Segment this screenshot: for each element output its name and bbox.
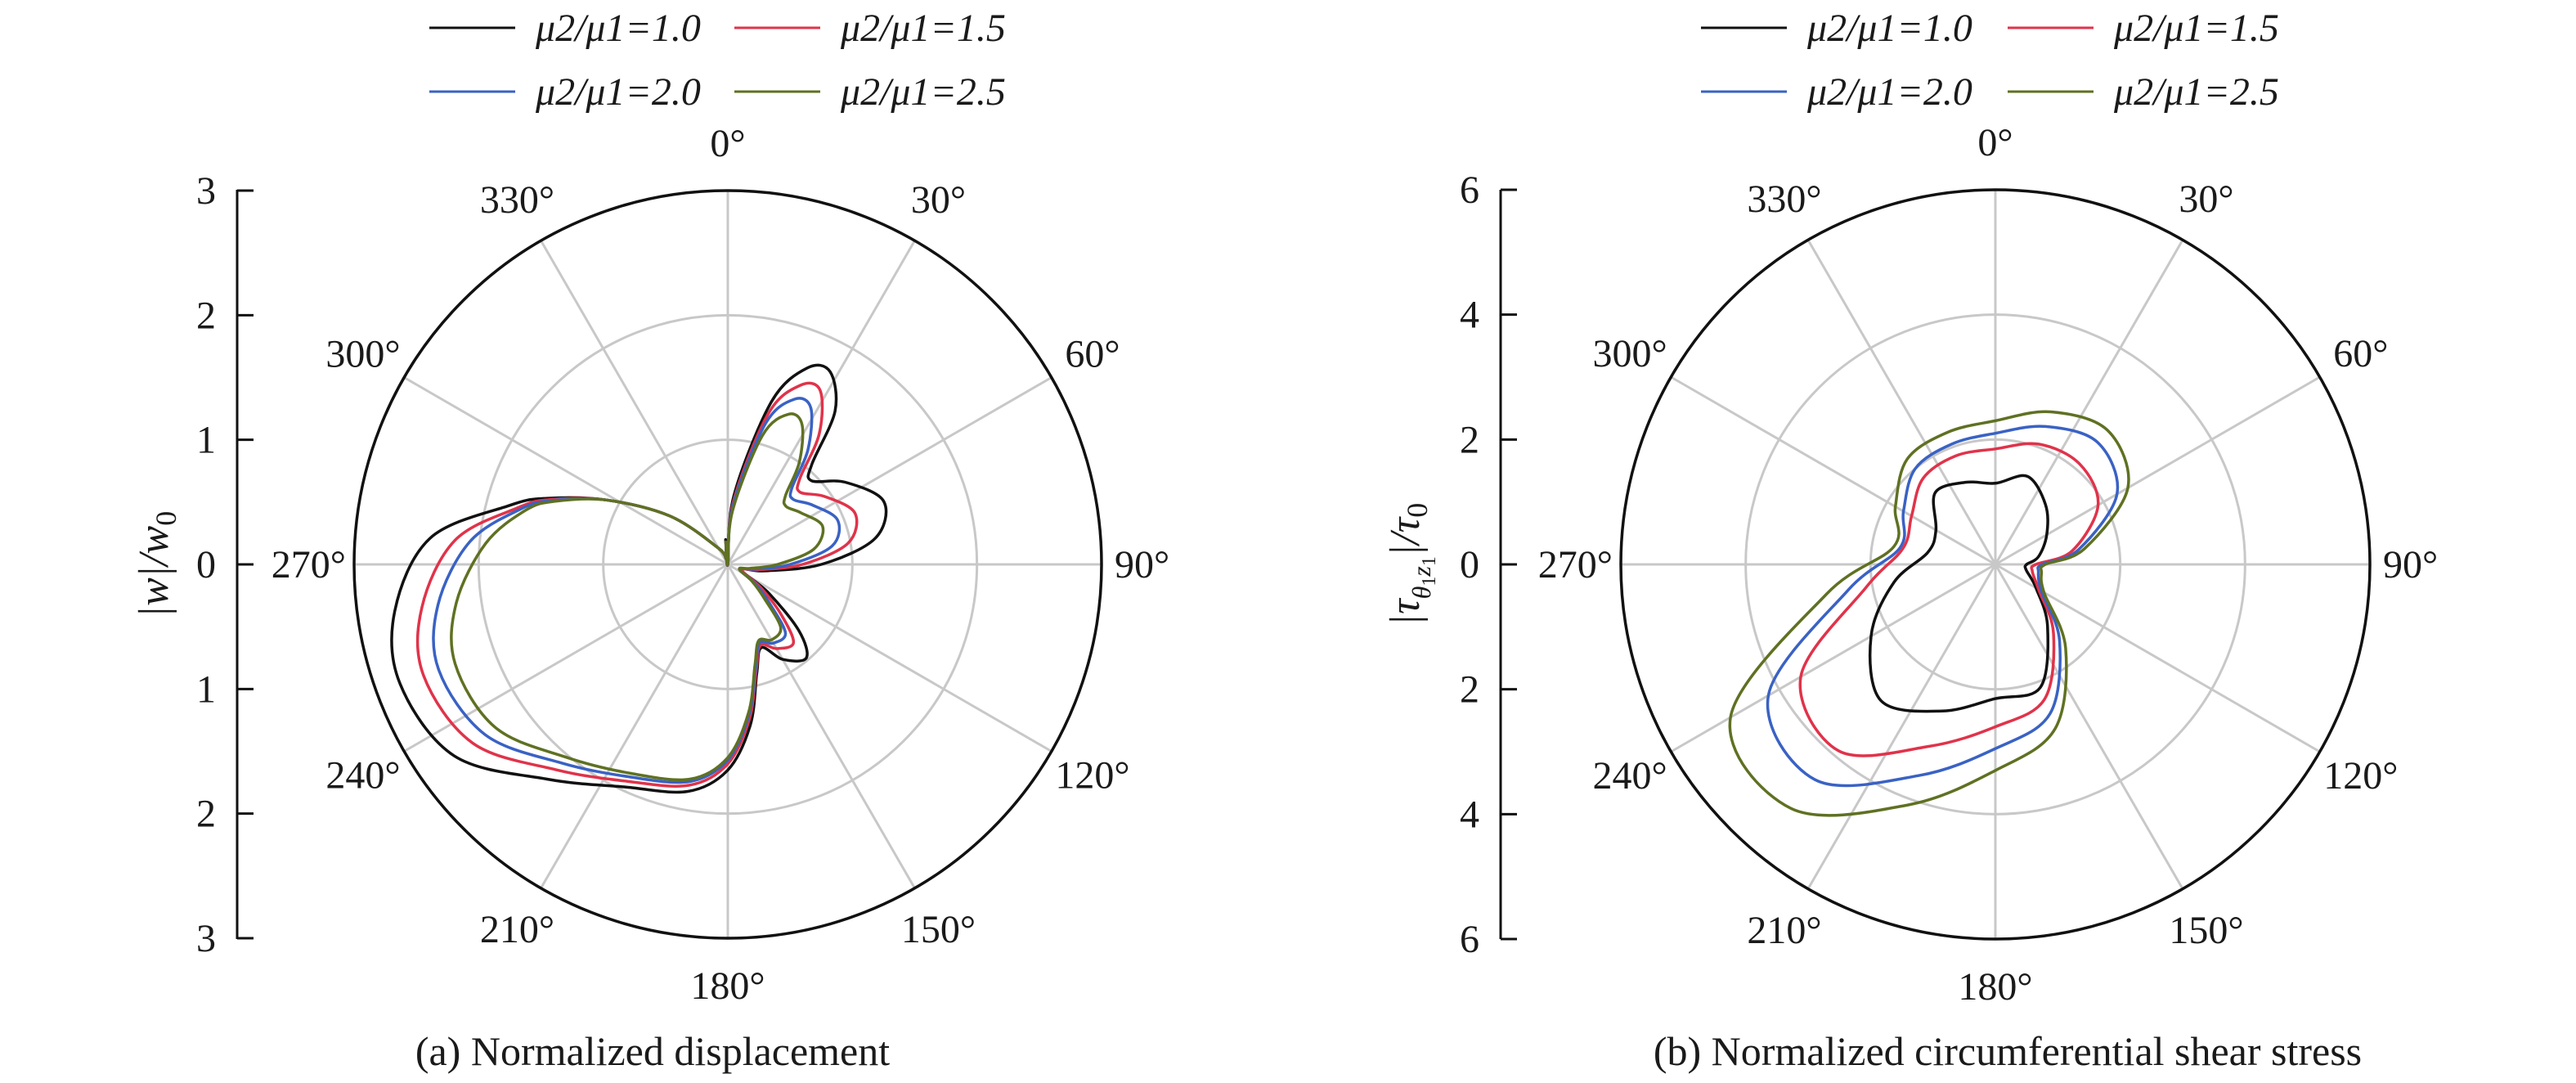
axis-title-a: |w|/w0 (131, 511, 182, 618)
grid-spoke-60 (727, 376, 1052, 566)
grid-spoke-300 (1670, 375, 1996, 566)
series-curve-3 (1766, 425, 2120, 788)
legend-b-label-1: μ2/μ1=1.0 (1806, 7, 1972, 50)
grid-spoke-210 (1806, 564, 1997, 890)
caption-a: (a) Normalized displacement (415, 1028, 890, 1074)
panel-a-displacement: μ2/μ1=1.0 μ2/μ1=1.5 μ2/μ1=2.0 μ2/μ1=2.5 … (131, 7, 1169, 1074)
angle-label-210: 210° (480, 908, 554, 951)
grid-spoke-120 (727, 563, 1052, 753)
angle-label-30: 30° (911, 178, 966, 222)
angle-label-330: 330° (480, 178, 554, 222)
legend-b: μ2/μ1=1.0 μ2/μ1=1.5 μ2/μ1=2.0 μ2/μ1=2.5 (1701, 7, 2279, 114)
radial-tick-label-3: 0 (1460, 543, 1479, 586)
outer-boundary-ring (352, 189, 1103, 940)
grid-spoke-60 (1995, 375, 2321, 566)
angle-label-180: 180° (690, 964, 765, 1008)
angle-label-30: 30° (2179, 178, 2233, 221)
grid-spoke-240 (1670, 563, 1996, 753)
angle-label-120: 120° (2323, 754, 2398, 798)
legend-b-label-4: μ2/μ1=2.5 (2113, 70, 2279, 114)
curves-b (1728, 410, 2130, 817)
legend-a-label-2: μ2/μ1=1.5 (840, 7, 1006, 50)
grid-spoke-330 (1806, 239, 1997, 565)
angle-labels-a: 0° 30° 60° 90° 120° 150° 180° 210° 240° 270° 300° 3… (272, 122, 1169, 1008)
angle-label-150: 150° (901, 908, 976, 951)
angle-label-60: 60° (2333, 332, 2388, 375)
grid-ring-2 (1869, 438, 2122, 691)
grid-spoke-240 (403, 563, 729, 753)
radial-tick-label-3: 0 (196, 543, 216, 586)
curves-a (390, 363, 888, 794)
radial-tick-label-6: 6 (1460, 918, 1479, 961)
angle-label-300: 300° (1593, 332, 1667, 375)
angle-label-270: 270° (272, 543, 346, 586)
radial-tick-label-0: 3 (196, 169, 216, 213)
axis-title-b: |τθ1z1|/τ0 (1382, 503, 1440, 626)
angle-label-90: 90° (2383, 543, 2438, 586)
panel-b-shear-stress: μ2/μ1=1.0 μ2/μ1=1.5 μ2/μ1=2.0 μ2/μ1=2.5 … (1382, 7, 2438, 1074)
grid-spoke-120 (1995, 563, 2321, 753)
radial-tick-label-6: 3 (196, 917, 216, 960)
outer-boundary-ring (1619, 188, 2372, 941)
grid-spoke-330 (540, 240, 729, 565)
angle-label-120: 120° (1055, 754, 1129, 798)
angle-label-300: 300° (325, 333, 400, 376)
radial-tick-label-1: 2 (196, 294, 216, 337)
legend-a-label-1: μ2/μ1=1.0 (535, 7, 701, 50)
angle-label-210: 210° (1747, 909, 1821, 952)
angle-labels-b: 0° 30° 60° 90° 120° 150° 180° 210° 240° 270° 300° 3… (1538, 121, 2438, 1009)
legend-b-label-2: μ2/μ1=1.5 (2113, 7, 2279, 50)
radial-tick-label-2: 1 (196, 419, 216, 462)
legend-b-label-3: μ2/μ1=2.0 (1806, 70, 1972, 114)
grid-spoke-210 (540, 564, 729, 889)
radial-tick-label-4: 1 (196, 667, 216, 711)
radial-tick-label-0: 6 (1460, 169, 1479, 212)
series-curve-4 (450, 412, 825, 782)
radial-axis-a: 3 2 1 0 1 2 3 (196, 169, 254, 960)
radial-tick-label-2: 2 (1460, 418, 1479, 461)
grid-spoke-300 (403, 376, 729, 566)
grid-spoke-30 (1994, 239, 2184, 565)
legend-a-label-3: μ2/μ1=2.0 (535, 70, 701, 114)
series-curve-4 (1728, 410, 2130, 817)
radial-tick-label-4: 2 (1460, 668, 1479, 712)
angle-label-60: 60° (1065, 333, 1120, 376)
series-curve-1 (1868, 474, 2050, 713)
angle-label-330: 330° (1747, 178, 1821, 221)
angle-label-240: 240° (325, 754, 400, 798)
angle-label-240: 240° (1593, 754, 1667, 798)
series-curve-2 (415, 381, 859, 788)
angle-label-150: 150° (2169, 909, 2243, 952)
polar-grid-b (1619, 188, 2372, 941)
radial-tick-label-5: 2 (196, 793, 216, 836)
series-curve-2 (1798, 442, 2100, 757)
grid-ring-1 (602, 438, 854, 690)
angle-label-0: 0° (710, 122, 745, 165)
angle-label-0: 0° (1977, 121, 2013, 164)
grid-ring-2 (477, 313, 979, 816)
radial-tick-label-5: 4 (1460, 793, 1479, 836)
radial-axis-b: 6 4 2 0 2 4 6 (1460, 169, 1517, 961)
angle-label-270: 270° (1538, 543, 1613, 586)
grid-spoke-150 (726, 564, 916, 889)
radial-tick-label-1: 4 (1460, 294, 1479, 337)
legend-a: μ2/μ1=1.0 μ2/μ1=1.5 μ2/μ1=2.0 μ2/μ1=2.5 (429, 7, 1006, 114)
grid-ring-4 (1744, 313, 2246, 816)
caption-b: (b) Normalized circumferential shear str… (1654, 1028, 2362, 1074)
angle-label-90: 90° (1115, 543, 1169, 586)
grid-spoke-150 (1994, 564, 2184, 890)
legend-a-label-4: μ2/μ1=2.5 (840, 70, 1006, 114)
polar-grid-a (352, 189, 1103, 940)
angle-label-180: 180° (1958, 965, 2032, 1009)
